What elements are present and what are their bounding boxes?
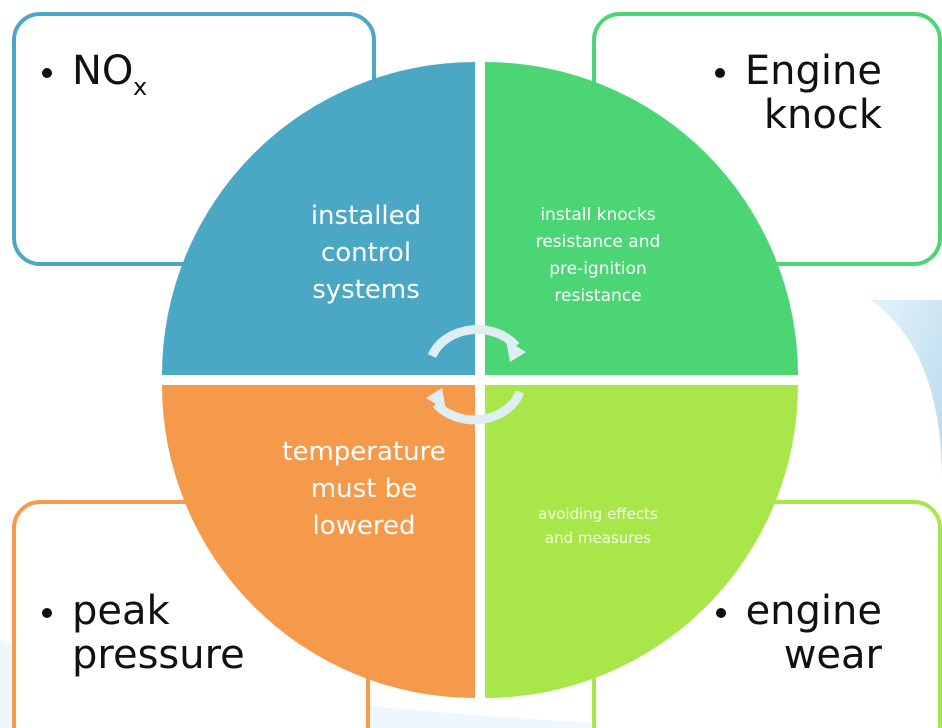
bullet (42, 68, 52, 78)
box-text: pressure (72, 632, 245, 678)
bullet (42, 608, 52, 618)
arrowhead (426, 388, 446, 410)
box-text: knock (763, 92, 882, 138)
quadrant-text: lowered (312, 511, 416, 541)
quadrant-text: avoiding effects (538, 505, 658, 523)
box-text: wear (783, 632, 882, 678)
subscript: x (133, 73, 148, 101)
quadrant (162, 385, 475, 698)
box-text: peak (72, 588, 170, 634)
arrowhead (506, 340, 526, 362)
box-text: Engine (744, 48, 882, 94)
background-swoosh (870, 300, 942, 480)
quadrant (162, 62, 475, 375)
box-text: NO (72, 48, 134, 94)
quadrant-text: install knocks (540, 205, 656, 225)
quadrant-text: and measures (544, 529, 652, 547)
quadrant (485, 62, 798, 375)
quadrant-text: must be (310, 474, 418, 504)
quadrant-text: resistance and (535, 232, 661, 252)
cycle-arrow (432, 390, 525, 425)
quadrant (485, 385, 798, 698)
cycle-arrow (427, 325, 520, 358)
quadrant-text: installed (310, 201, 422, 231)
quadrant-text: pre-ignition (549, 259, 647, 279)
bullet (715, 68, 725, 78)
quadrant-text: resistance (554, 286, 642, 306)
box-text: engine (745, 588, 882, 634)
quadrant-text: systems (312, 275, 420, 305)
bullet (716, 608, 726, 618)
quadrant-text: temperature (282, 437, 446, 467)
quadrant-text: control (320, 238, 412, 268)
